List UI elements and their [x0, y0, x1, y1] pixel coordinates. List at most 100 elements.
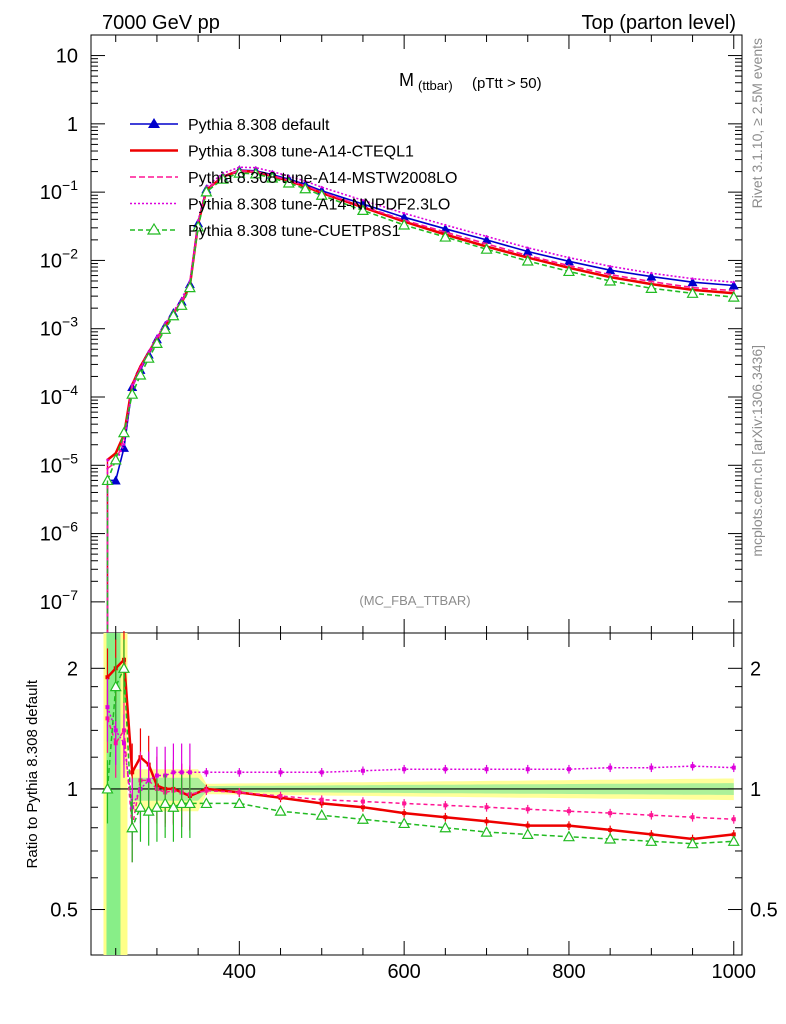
legend-marker [148, 118, 160, 128]
ratio-point [525, 807, 530, 812]
ratio-point [604, 832, 617, 844]
data-point [167, 309, 180, 321]
series-line [107, 169, 734, 482]
ratio-point [204, 788, 209, 793]
data-point [142, 351, 155, 363]
data-point [233, 166, 246, 178]
ratio-ylabel: Ratio to Pythia 8.308 default [24, 679, 41, 868]
data-point [155, 335, 159, 339]
ratio-point [278, 794, 283, 799]
data-point [147, 350, 150, 353]
ratio-y-tick-label: 1 [67, 779, 78, 801]
data-point [399, 212, 410, 222]
ratio-point [690, 815, 695, 820]
ratio-point [649, 765, 654, 770]
y-tick-label: 1 [67, 114, 78, 136]
ratio-point [480, 825, 493, 837]
data-point [216, 172, 229, 184]
ratio-point [608, 827, 613, 832]
ratio-point [167, 801, 180, 812]
mcplots-label: mcplots.cern.ch [arXiv:1306.3436] [749, 345, 765, 557]
data-point [117, 426, 130, 438]
data-point [732, 280, 735, 284]
data-point [249, 167, 262, 179]
ratio-series-line [106, 656, 734, 841]
ratio-point [105, 675, 110, 680]
ratio-y-tick-label: 2 [67, 658, 78, 680]
ratio-point [484, 819, 489, 824]
ratio-point [200, 797, 213, 809]
data-point [131, 383, 134, 387]
y-tick-label: 10 [56, 46, 78, 68]
data-point [691, 277, 694, 280]
data-point [605, 265, 616, 275]
legend-label: Pythia 8.308 tune-A14-NNPDF2.3LO [188, 197, 450, 214]
ratio-point [484, 805, 489, 810]
data-point [175, 299, 188, 310]
plot-title-symbol: M [399, 70, 414, 90]
ratio-point [183, 797, 196, 809]
series-line [106, 169, 734, 461]
x-tick-label: 600 [387, 961, 420, 983]
ratio-point [150, 801, 163, 812]
ratio-point [146, 778, 151, 783]
ratio-point [443, 803, 448, 808]
ratio-point [727, 835, 740, 846]
ratio-series-line [106, 667, 734, 845]
data-point [134, 368, 147, 380]
ratio-axis-ticks: 2 2 1 1 0.5 0.5 400 600 800 1000 [50, 633, 778, 983]
y-tick-label: 10−7 [40, 587, 78, 614]
data-point [122, 443, 126, 446]
x-tick-label: 800 [552, 961, 585, 983]
data-point [150, 337, 163, 348]
data-point [485, 235, 488, 238]
ratio-point [233, 797, 246, 809]
data-point [728, 280, 739, 290]
data-point [398, 218, 411, 230]
data-point [402, 212, 406, 215]
legend: Pythia 8.308 default Pythia 8.308 tune-A1… [130, 117, 457, 240]
ratio-point [608, 811, 613, 816]
ratio-point [360, 805, 365, 810]
ratio-point [113, 728, 118, 733]
data-point [139, 366, 142, 369]
data-point [608, 265, 612, 268]
ratio-point [278, 770, 283, 775]
data-point [287, 174, 290, 178]
main-series-group [101, 165, 740, 633]
legend-label: Pythia 8.308 default [188, 117, 330, 134]
ratio-point [117, 662, 130, 673]
data-point [192, 220, 205, 232]
data-point [159, 323, 172, 334]
band-low-green [106, 633, 121, 955]
ratio-point [171, 770, 176, 775]
header-process: Top (parton level) [581, 12, 736, 34]
y-tick-label: 10−1 [40, 177, 78, 204]
data-point [110, 475, 121, 485]
ratio-point [179, 770, 184, 775]
data-point [320, 186, 323, 189]
ratio-point [159, 797, 172, 809]
header-energy: 7000 GeV pp [102, 12, 220, 34]
ratio-point [402, 767, 407, 772]
ratio-point [237, 770, 242, 775]
ratio-point [319, 797, 324, 802]
x-tick-label: 1000 [712, 961, 757, 983]
ratio-point [101, 782, 114, 794]
ratio-point [356, 813, 369, 824]
data-point [200, 185, 213, 197]
data-point [521, 254, 534, 266]
ratio-y-tick-label: 0.5 [50, 900, 78, 922]
ratio-point [109, 680, 122, 692]
ratio-point [315, 808, 328, 820]
ratio-point [274, 804, 287, 816]
data-point [604, 274, 617, 286]
data-point [304, 179, 307, 183]
ratio-point [484, 767, 489, 772]
series-line [107, 166, 734, 464]
legend-label: Pythia 8.308 tune-A14-MSTW2008LO [188, 170, 457, 187]
ratio-point [402, 811, 407, 816]
legend-label: Pythia 8.308 tune-A14-CTEQL1 [188, 144, 414, 161]
data-point [183, 281, 196, 293]
data-point [481, 234, 492, 244]
